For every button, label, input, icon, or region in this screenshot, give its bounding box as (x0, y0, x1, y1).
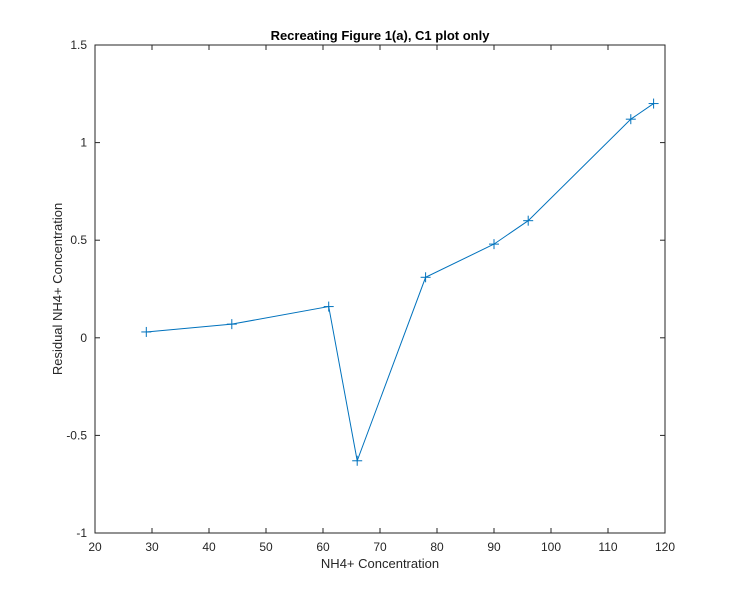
chart-title: Recreating Figure 1(a), C1 plot only (271, 28, 491, 43)
data-point (141, 326, 152, 337)
y-axis-label: Residual NH4+ Concentration (50, 203, 65, 375)
data-point (648, 98, 659, 109)
y-tick-label: -0.5 (66, 428, 87, 442)
data-point (523, 215, 534, 226)
data-point (489, 239, 499, 250)
x-tick-label: 20 (88, 540, 102, 554)
data-point (625, 114, 636, 125)
x-tick-label: 100 (541, 540, 561, 554)
x-tick-label: 50 (259, 540, 273, 554)
x-tick-label: 110 (598, 540, 617, 554)
y-tick-label: 0.5 (70, 233, 87, 247)
plot-frame (94, 44, 666, 534)
y-tick-label: 1.5 (70, 38, 87, 52)
data-point (420, 272, 431, 283)
x-tick-label: 120 (655, 540, 675, 554)
y-tick-label: 1 (80, 136, 87, 150)
x-tick-label: 80 (430, 540, 444, 554)
y-tick-label: 0 (80, 331, 87, 345)
x-tick-label: 90 (487, 540, 501, 554)
x-axis-label: NH4+ Concentration (321, 556, 439, 571)
series-line (146, 103, 654, 463)
x-tick-label: 30 (145, 540, 159, 554)
x-tick-label: 60 (316, 540, 330, 554)
data-point (352, 455, 363, 466)
y-tick-label: -1 (76, 526, 87, 540)
data-point (323, 301, 334, 312)
x-tick-label: 70 (373, 540, 387, 554)
x-tick-label: 40 (202, 540, 216, 554)
plot-area: 20 30 40 50 60 70 80 90 100 110 120 -1 -0.5 0 0.5 1 1.5 (66, 38, 675, 554)
data-point (226, 319, 237, 330)
